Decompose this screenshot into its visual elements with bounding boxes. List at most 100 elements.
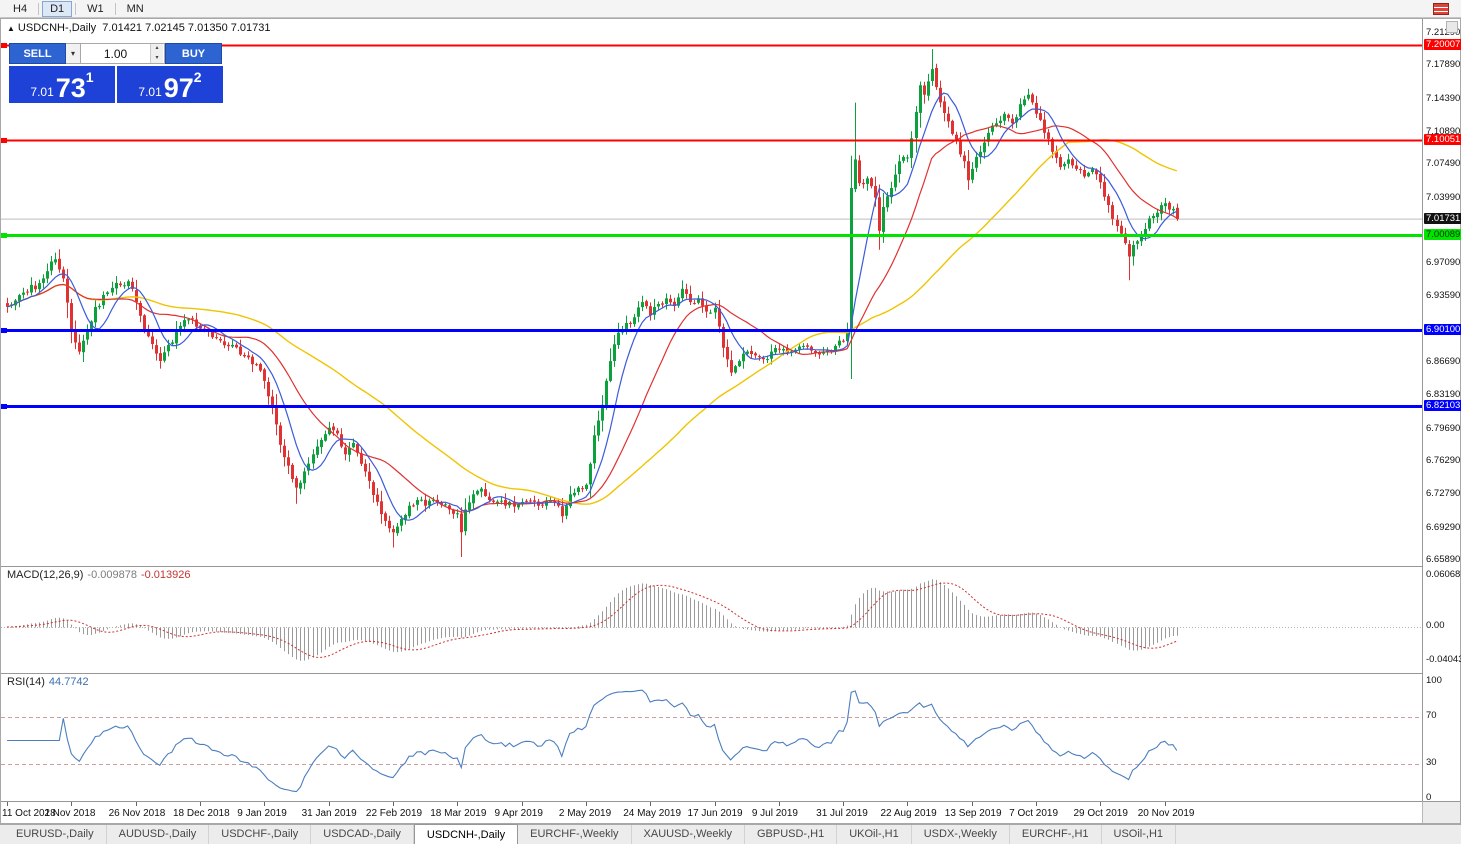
- tab-usdchf-daily[interactable]: USDCHF-,Daily: [209, 825, 312, 844]
- tab-eurchf-weekly[interactable]: EURCHF-,Weekly: [518, 825, 632, 844]
- buy-price-display[interactable]: 7.01 97 2: [117, 66, 223, 103]
- time-axis-label: 26 Nov 2018: [108, 808, 166, 819]
- time-axis-tick: [843, 802, 844, 806]
- timeframe-d1-button[interactable]: D1: [42, 0, 73, 17]
- volume-decrease-button[interactable]: ▾: [151, 53, 163, 63]
- time-axis-label: 13 Sep 2019: [944, 808, 1002, 819]
- axis-corner: [1422, 801, 1460, 823]
- macd-panel[interactable]: MACD(12,26,9) -0.009878 -0.013926: [1, 566, 1422, 673]
- volume-input[interactable]: [81, 44, 150, 63]
- price-tick: 6.83190: [1426, 389, 1461, 401]
- price-axis[interactable]: 7.21290 7.17890 7.14390 7.10890 7.07490 7.039…: [1422, 19, 1461, 803]
- tab-usdcad-daily[interactable]: USDCAD-,Daily: [311, 825, 414, 844]
- time-axis-tick: [1036, 802, 1037, 806]
- macd-axis-value: -0.040432: [1426, 653, 1461, 665]
- chart-window: ▲ USDCNH-,Daily 7.01421 7.02145 7.01350 7…: [0, 18, 1461, 824]
- rsi-axis-value: 30: [1426, 756, 1437, 768]
- sell-price-head: 7.01: [30, 85, 54, 99]
- time-axis-tick: [200, 802, 201, 806]
- time-axis-tick: [264, 802, 265, 806]
- chart-window-icon[interactable]: [1433, 2, 1449, 15]
- level-price-label: 7.10051: [1424, 133, 1461, 145]
- time-axis-tick: [907, 802, 908, 806]
- toolbar-separator: [75, 2, 77, 15]
- tab-eurusd-daily[interactable]: EURUSD-,Daily: [4, 825, 107, 844]
- price-tick: 7.17890: [1426, 59, 1461, 71]
- price-tick: 6.79690: [1426, 422, 1461, 434]
- price-tick: 7.07490: [1426, 158, 1461, 170]
- price-tick: 7.10890: [1426, 125, 1461, 137]
- sell-price-point: 1: [85, 69, 94, 85]
- time-axis-label: 9 Jul 2019: [751, 808, 798, 819]
- level-price-label: 7.20007: [1424, 39, 1461, 51]
- rsi-axis-value: 70: [1426, 710, 1437, 722]
- time-axis-tick: [779, 802, 780, 806]
- tab-usoil-h1[interactable]: USOil-,H1: [1102, 825, 1177, 844]
- time-axis-label: 18 Mar 2019: [430, 808, 487, 819]
- time-axis-label: 17 Jun 2019: [687, 808, 743, 819]
- volume-increase-button[interactable]: ▴: [151, 44, 163, 54]
- volume-spinner: ▴ ▾: [150, 44, 163, 63]
- toolbar-separator: [38, 2, 40, 15]
- main-chart-area[interactable]: [1, 19, 1422, 566]
- price-tick: 6.69290: [1426, 521, 1461, 533]
- time-axis-label: 2 Nov 2018: [44, 808, 96, 819]
- level-price-label: 7.00089: [1424, 228, 1461, 240]
- time-axis-tick: [7, 802, 8, 806]
- time-axis-label: 24 May 2019: [623, 808, 682, 819]
- top-toolbar: H4 D1 W1 MN: [0, 0, 1461, 18]
- time-axis-tick: [329, 802, 330, 806]
- tab-ukoil-h1[interactable]: UKOil-,H1: [837, 825, 912, 844]
- time-axis-label: 22 Feb 2019: [365, 808, 423, 819]
- time-axis-tick: [586, 802, 587, 806]
- price-tick: 7.03990: [1426, 191, 1461, 203]
- tab-usdx-weekly[interactable]: USDX-,Weekly: [912, 825, 1010, 844]
- price-tick: 6.65890: [1426, 553, 1461, 565]
- price-tick: 7.14390: [1426, 92, 1461, 104]
- time-axis[interactable]: 11 Oct 2018 2 Nov 2018 26 Nov 2018 18 Dec 2…: [1, 801, 1422, 823]
- timeframe-mn-button[interactable]: MN: [126, 2, 144, 15]
- one-click-collapse-icon[interactable]: ▲: [7, 24, 15, 33]
- macd-canvas[interactable]: [1, 567, 1422, 673]
- rsi-label: RSI(14) 44.7742: [7, 676, 89, 688]
- chevron-down-icon: ▾: [70, 49, 75, 58]
- timeframe-w1-button[interactable]: W1: [87, 2, 104, 15]
- macd-axis-value: 0.060687: [1426, 568, 1461, 580]
- time-axis-label: 31 Jul 2019: [816, 808, 868, 819]
- sell-price-display[interactable]: 7.01 73 1: [9, 66, 115, 103]
- time-axis-tick: [972, 802, 973, 806]
- time-axis-label: 29 Oct 2019: [1073, 808, 1128, 819]
- price-tick: 7.21290: [1426, 27, 1461, 38]
- time-axis-label: 9 Jan 2019: [237, 808, 287, 819]
- volume-field: ▴ ▾: [81, 43, 165, 64]
- tab-xauusd-weekly[interactable]: XAUUSD-,Weekly: [632, 825, 745, 844]
- axis-scroll-button[interactable]: [1446, 21, 1458, 33]
- time-axis-label: 31 Jan 2019: [301, 808, 357, 819]
- timeframe-h4-button[interactable]: H4: [13, 2, 28, 15]
- tab-audusd-daily[interactable]: AUDUSD-,Daily: [107, 825, 210, 844]
- level-price-label: 6.90100: [1424, 323, 1461, 335]
- rsi-panel[interactable]: RSI(14) 44.7742: [1, 673, 1422, 801]
- time-axis-label: 20 Nov 2019: [1137, 808, 1195, 819]
- tab-gbpusd-h1[interactable]: GBPUSD-,H1: [745, 825, 838, 844]
- rsi-canvas[interactable]: [1, 674, 1422, 801]
- sell-button[interactable]: SELL: [9, 43, 66, 64]
- chart-symbol-period: USDCNH-,Daily: [17, 22, 97, 34]
- toolbar-separator: [114, 2, 116, 15]
- price-tick: 6.86690: [1426, 356, 1461, 368]
- tab-usdcnh-daily[interactable]: USDCNH-,Daily: [413, 824, 519, 844]
- time-axis-label: 9 Apr 2019: [494, 808, 543, 819]
- time-axis-tick: [522, 802, 523, 806]
- time-axis-tick: [650, 802, 651, 806]
- main-chart-canvas[interactable]: [1, 19, 1422, 566]
- tab-eurchf-h1[interactable]: EURCHF-,H1: [1010, 825, 1102, 844]
- price-tick: 6.97090: [1426, 257, 1461, 269]
- volume-dropdown-button[interactable]: ▾: [66, 43, 81, 64]
- buy-button[interactable]: BUY: [165, 43, 222, 64]
- buy-price-head: 7.01: [138, 85, 162, 99]
- time-axis-tick: [71, 802, 72, 806]
- buy-price-point: 2: [193, 69, 202, 85]
- chart-tab-bar: EURUSD-,Daily AUDUSD-,Daily USDCHF-,Dail…: [0, 824, 1461, 844]
- current-price-label: 7.01731: [1424, 213, 1461, 225]
